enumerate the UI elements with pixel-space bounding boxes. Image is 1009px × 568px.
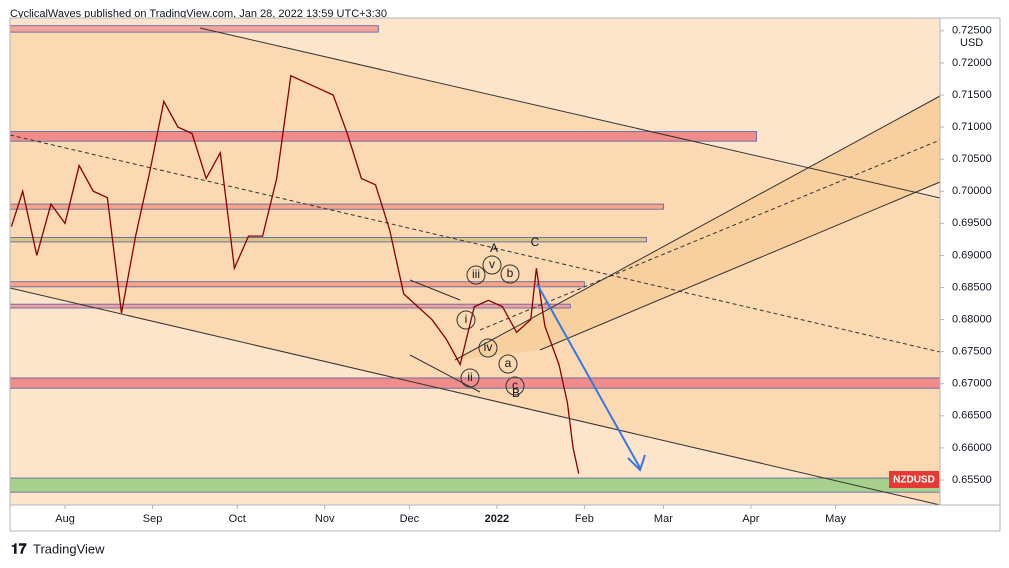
x-tick-label: Sep [143, 513, 163, 525]
y-tick-label: 0.68500 [952, 281, 992, 293]
wave-label: c [512, 378, 518, 392]
wave-label: A [490, 241, 498, 255]
header: CyclicalWaves published on TradingView.c… [10, 8, 387, 20]
x-tick-label: May [825, 513, 846, 525]
x-tick-label: Aug [55, 513, 75, 525]
x-tick-label: Feb [575, 513, 594, 525]
x-tick-label: Dec [400, 513, 420, 525]
logo-mark: 𝟏𝟕 [11, 541, 27, 557]
forecast-arrow [536, 283, 641, 469]
wave-label: a [505, 356, 512, 370]
x-tick-label: Nov [315, 513, 335, 525]
y-tick-label: 0.70000 [952, 185, 992, 197]
y-tick-label: 0.71500 [952, 89, 992, 101]
symbol-badge [889, 471, 939, 488]
y-tick-label: 0.72000 [952, 57, 992, 69]
arrow-head [627, 454, 646, 472]
y-tick-label: 0.72500 [952, 25, 992, 37]
wave-label: i [465, 312, 468, 326]
y-tick-label: 0.68000 [952, 313, 992, 325]
zone [9, 25, 379, 33]
currency: USD [960, 37, 983, 49]
y-tick-label: 0.69000 [952, 249, 992, 261]
y-tick-label: 0.67000 [952, 378, 992, 390]
x-tick-label: Oct [229, 513, 246, 525]
zone [9, 131, 757, 142]
symbol-label: NZDUSD [893, 475, 935, 486]
x-tick-label: Apr [742, 513, 759, 525]
y-tick-label: 0.71000 [952, 121, 992, 133]
zone [9, 237, 647, 243]
y-tick-label: 0.66500 [952, 410, 992, 422]
y-tick-label: 0.67500 [952, 346, 992, 358]
zone [9, 477, 941, 493]
y-tick-label: 0.65500 [952, 474, 992, 486]
zone [9, 377, 941, 389]
y-tick-label: 0.70500 [952, 153, 992, 165]
wave-label: iv [484, 340, 493, 354]
zone [9, 281, 585, 288]
x-tick-label: Mar [654, 513, 673, 525]
wave-circles [456, 255, 525, 396]
price-line [10, 74, 580, 474]
y-tick-label: 0.66000 [952, 442, 992, 454]
footer: TradingView [33, 541, 105, 556]
wave-label: v [489, 257, 495, 271]
wave-label: b [507, 266, 514, 280]
wave-label: iii [472, 267, 480, 281]
x-tick-label: 2022 [485, 513, 509, 525]
frame [9, 17, 1001, 532]
wave-label: C [531, 235, 540, 249]
trendlines [9, 27, 941, 506]
y-tick-label: 0.69500 [952, 217, 992, 229]
wave-label: ii [467, 370, 472, 384]
wave-label: B [512, 386, 520, 400]
